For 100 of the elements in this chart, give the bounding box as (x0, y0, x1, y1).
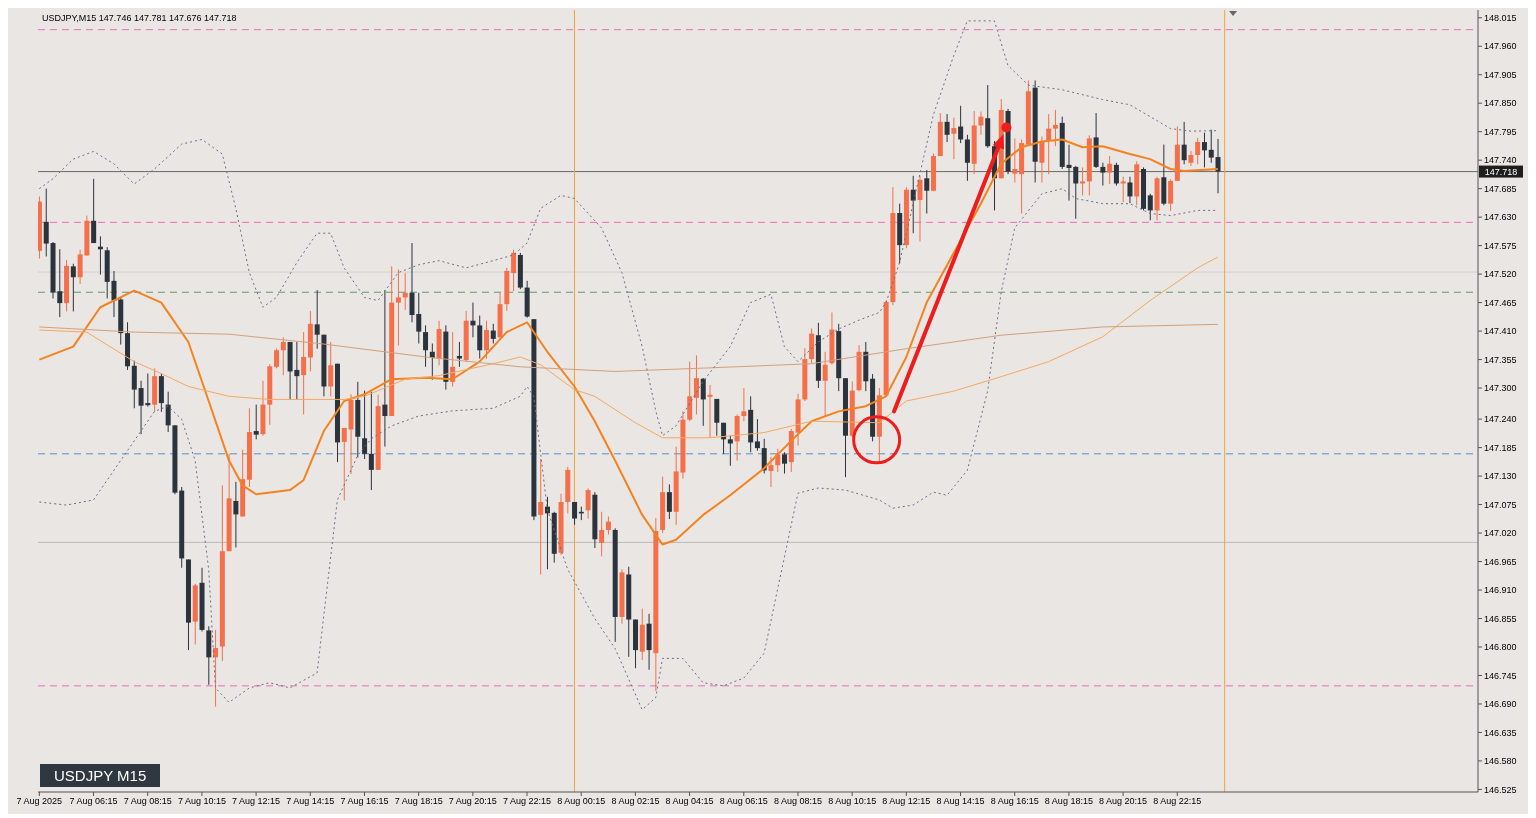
candlestick (253, 404, 259, 440)
ref-line-label: 147.718 (1484, 166, 1518, 177)
candlestick (395, 268, 401, 347)
x-tick-label: 8 Aug 04:15 (665, 796, 714, 807)
candlestick (917, 175, 923, 242)
x-tick-label: 7 Aug 16:15 (340, 796, 389, 807)
x-tick-label: 8 Aug 08:15 (773, 796, 822, 807)
candlestick (978, 111, 984, 136)
candlestick (1168, 178, 1174, 212)
line-series (38, 256, 1219, 439)
candlestick (456, 341, 462, 368)
candlestick (924, 169, 930, 215)
y-tick-label: 147.685 (1484, 183, 1517, 194)
y-tick-label: 147.575 (1484, 240, 1517, 251)
x-tick-label: 7 Aug 18:15 (394, 796, 443, 807)
candlestick (314, 289, 320, 350)
x-tick-label: 8 Aug 18:15 (1044, 796, 1093, 807)
y-tick-label: 147.240 (1484, 414, 1517, 425)
candlestick (1188, 150, 1194, 167)
y-tick-label: 147.465 (1484, 297, 1517, 308)
candlestick (1127, 176, 1133, 204)
x-tick-label: 7 Aug 08:15 (123, 796, 172, 807)
candlestick (280, 336, 286, 376)
candlestick (1039, 135, 1045, 183)
candlestick (1208, 129, 1214, 164)
candlestick (538, 458, 544, 575)
y-tick-label: 147.850 (1484, 98, 1517, 109)
line-series (38, 20, 1219, 437)
candlestick (233, 481, 239, 549)
candlestick (754, 418, 760, 452)
y-tick-label: 147.355 (1484, 354, 1517, 365)
candlestick (707, 384, 713, 439)
x-tick-label: 7 Aug 10:15 (177, 796, 226, 807)
candlestick (1012, 137, 1018, 183)
annotation: USDJPY M15 (40, 764, 161, 787)
y-tick-label: 147.960 (1484, 41, 1517, 52)
x-tick-label: 7 Aug 06:15 (69, 796, 118, 807)
candlestick (301, 331, 307, 415)
y-tick-label: 147.185 (1484, 442, 1517, 453)
line-series (38, 138, 1219, 546)
x-tick-label: 7 Aug 22:15 (503, 796, 552, 807)
y-tick-label: 146.965 (1484, 556, 1517, 567)
candlestick (1215, 138, 1221, 194)
y-tick-label: 147.020 (1484, 528, 1517, 539)
candlestick (511, 249, 517, 292)
candlestick (70, 263, 76, 312)
candlestick (131, 360, 137, 409)
candlestick (1100, 162, 1106, 187)
candlestick (599, 511, 605, 557)
x-tick-label: 8 Aug 12:15 (882, 796, 931, 807)
candlestick (1147, 193, 1153, 221)
candlestick (490, 323, 496, 345)
candlestick (822, 351, 828, 417)
candlestick (416, 292, 422, 345)
candlestick (409, 242, 415, 323)
candlestick (1201, 132, 1207, 168)
candlestick (382, 289, 388, 448)
candlestick (741, 387, 747, 422)
y-tick-label: 147.075 (1484, 499, 1517, 510)
candlestick (43, 188, 49, 258)
candlestick (1195, 137, 1201, 165)
y-tick-label: 146.580 (1484, 756, 1517, 767)
y-tick-label: 146.855 (1484, 613, 1517, 624)
x-tick-label: 8 Aug 02:15 (611, 796, 660, 807)
x-tick-label: 8 Aug 10:15 (828, 796, 877, 807)
chart-title: USDJPY,M15 147.746 147.781 147.676 147.718 (42, 13, 237, 23)
candlestick (605, 515, 611, 536)
candlestick (274, 348, 280, 369)
y-tick-label: 146.525 (1484, 784, 1517, 795)
candlestick (958, 105, 964, 144)
y-tick-label: 146.745 (1484, 670, 1517, 681)
line-series (38, 323, 1219, 372)
x-tick-label: 7 Aug 14:15 (286, 796, 335, 807)
y-tick-label: 147.795 (1484, 126, 1517, 137)
candlestick (768, 456, 774, 488)
y-tick-label: 146.910 (1484, 585, 1517, 596)
candlestick (1080, 166, 1086, 196)
y-tick-label: 147.740 (1484, 155, 1517, 166)
y-tick-label: 146.635 (1484, 727, 1517, 738)
y-tick-label: 148.015 (1484, 12, 1517, 23)
candlestick (666, 483, 672, 520)
candlestick (951, 117, 957, 160)
x-tick-label: 8 Aug 00:15 (557, 796, 606, 807)
y-tick-label: 147.520 (1484, 269, 1517, 280)
candlestick (693, 354, 699, 415)
candlestick (1113, 162, 1119, 187)
y-tick-label: 147.410 (1484, 326, 1517, 337)
y-tick-label: 147.630 (1484, 212, 1517, 223)
x-tick-label: 7 Aug 20:15 (448, 796, 497, 807)
candlestick (1107, 155, 1113, 185)
candlestick (1120, 176, 1126, 203)
candlestick (362, 390, 368, 460)
y-tick-label: 147.300 (1484, 383, 1517, 394)
candlestick (328, 341, 334, 397)
candlestick (368, 391, 374, 491)
candlestick (944, 113, 950, 143)
x-tick-label: 8 Aug 16:15 (990, 796, 1039, 807)
y-tick-label: 146.800 (1484, 642, 1517, 653)
y-tick-label: 147.130 (1484, 471, 1517, 482)
candlestick (700, 377, 706, 427)
